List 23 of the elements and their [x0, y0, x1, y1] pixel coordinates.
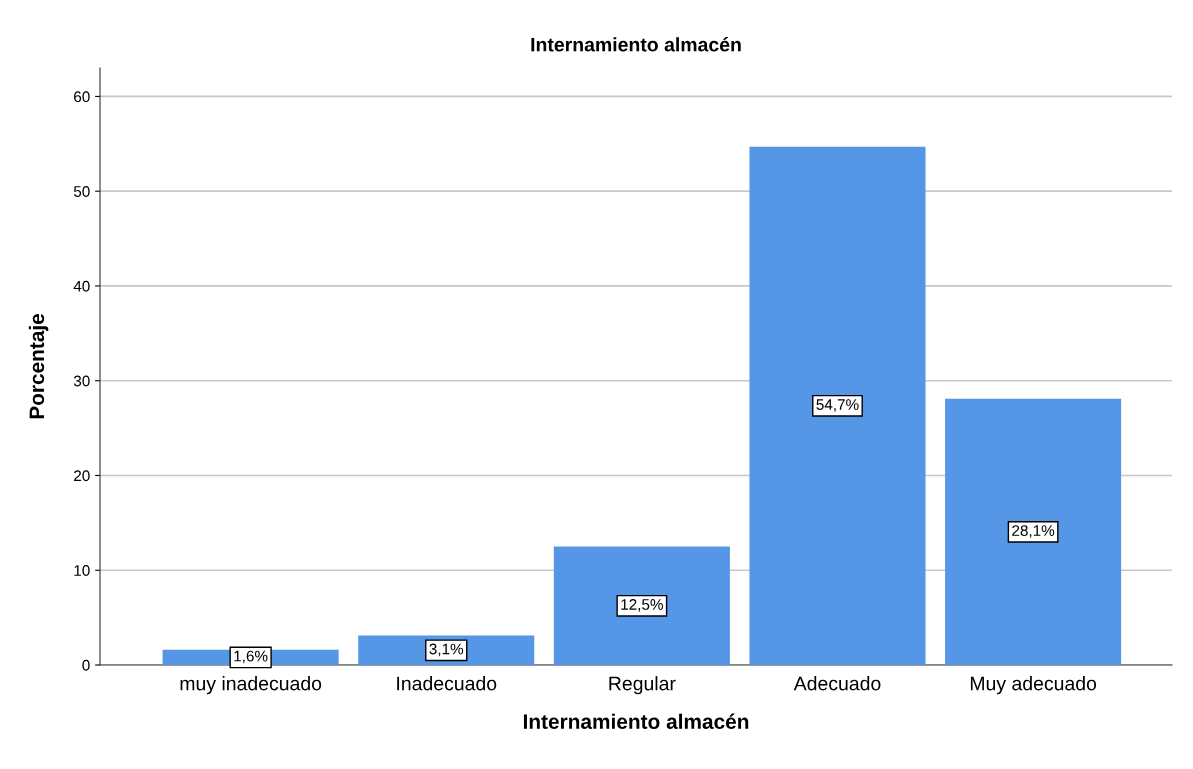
data-label: 12,5%	[621, 599, 663, 612]
x-axis-title: Internamiento almacén	[523, 713, 749, 729]
data-label: 1,6%	[234, 650, 268, 664]
x-tick-label: Inadecuado	[397, 676, 497, 691]
x-tick-label: muy inadecuado	[180, 676, 322, 695]
y-tick-label: 30	[73, 375, 90, 387]
data-label: 54,7%	[816, 399, 859, 412]
y-tick-label: 50	[73, 186, 90, 197]
data-label: 28,1%	[1012, 525, 1055, 538]
y-axis-title: Porcentaje	[28, 313, 49, 419]
y-tick-label: 60	[74, 91, 90, 103]
x-tick-label: Adecuado	[793, 676, 881, 691]
chart-title: Internamiento almacén	[531, 37, 741, 52]
bar	[553, 546, 730, 665]
bar	[749, 146, 926, 665]
x-tick-label: Regular	[609, 676, 676, 695]
y-tick-label: 40	[73, 280, 90, 292]
y-tick-label: 10	[74, 565, 90, 576]
data-label: 3,1%	[429, 643, 464, 657]
y-tick-label: 20	[74, 470, 90, 482]
x-tick-label: Muy adecuado	[970, 676, 1097, 695]
y-tick-label: 0	[82, 659, 90, 671]
bar	[945, 398, 1122, 665]
